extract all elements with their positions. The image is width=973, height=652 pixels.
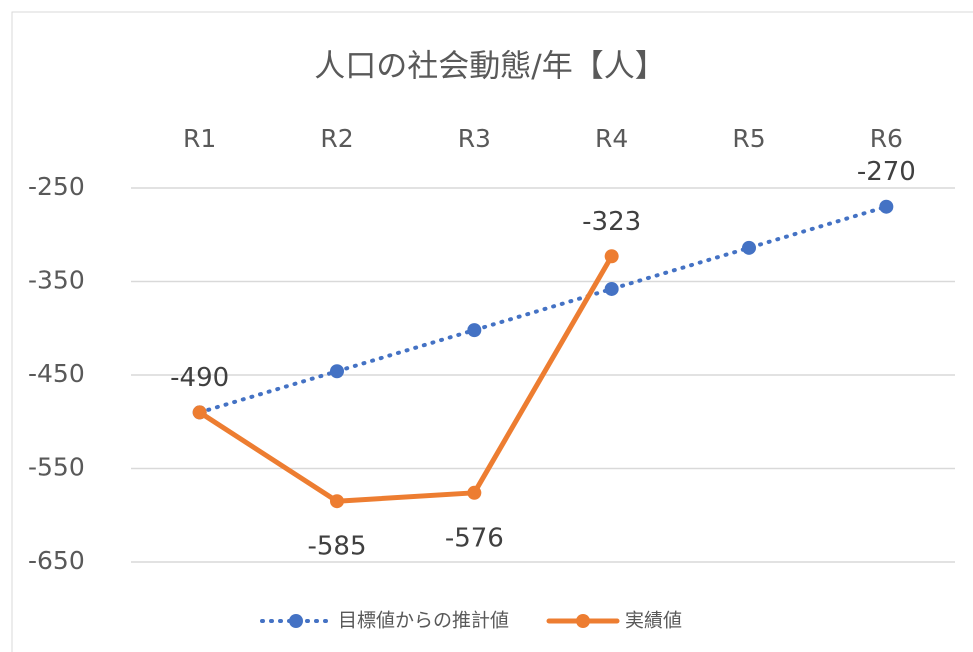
x-tick-label: R4 [595,124,628,153]
legend-marker [576,614,591,628]
x-tick-label: R1 [183,124,216,153]
series-line [197,204,889,415]
data-point [604,281,619,296]
data-point [604,249,619,264]
data-point [879,199,894,214]
data-point [192,405,207,420]
data-point [467,485,482,500]
chart-border [11,11,973,652]
data-label: -576 [445,523,504,553]
y-tick-label: -650 [28,546,85,575]
data-label: -323 [582,207,641,237]
data-point [330,494,344,509]
x-tick-label: R2 [320,124,353,153]
y-tick-label: -350 [28,266,85,295]
y-tick-label: -550 [28,453,85,482]
data-point [330,364,344,379]
x-tick-label: R5 [732,124,765,153]
legend-label: 実績値 [625,610,682,632]
data-point [742,240,756,255]
series-line [197,253,615,504]
data-label: -585 [307,532,366,562]
x-tick-label: R3 [458,124,491,153]
y-tick-label: -250 [28,172,85,201]
data-label: -270 [857,157,916,187]
y-tick-label: -450 [28,359,85,388]
chart-title: 人口の社会動態/年【人】 [314,49,665,85]
data-label: -490 [170,363,229,393]
legend-label: 目標値からの推計値 [338,610,509,632]
x-tick-label: R6 [870,124,903,153]
data-point [467,323,482,338]
legend-marker [289,614,303,628]
